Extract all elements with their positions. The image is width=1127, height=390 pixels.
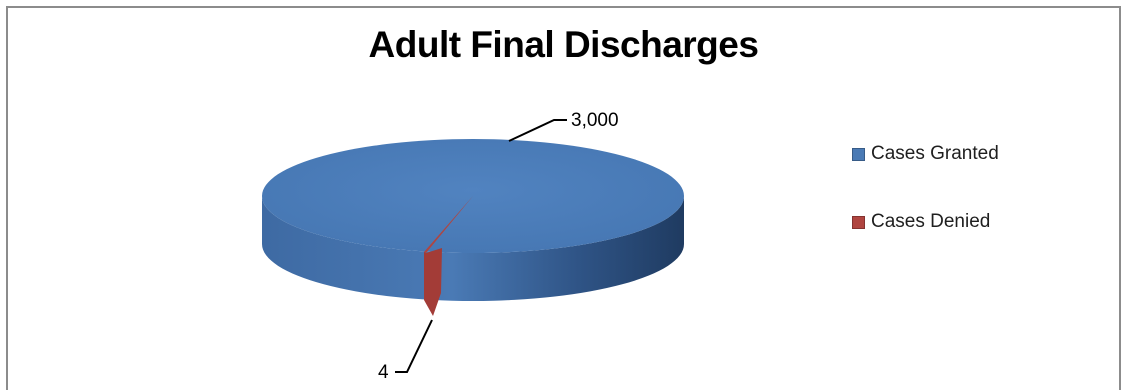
- leader-line-granted: [508, 119, 567, 142]
- data-label-denied: 4: [378, 362, 389, 383]
- leader-line-denied: [395, 319, 433, 373]
- legend: Cases Granted Cases Denied: [852, 140, 999, 276]
- data-label-granted: 3,000: [571, 110, 619, 131]
- legend-item-denied: Cases Denied: [852, 208, 999, 236]
- legend-label-denied: Cases Denied: [871, 211, 991, 232]
- legend-item-granted: Cases Granted: [852, 140, 999, 168]
- legend-label-granted: Cases Granted: [871, 143, 999, 164]
- legend-swatch-denied: [852, 215, 865, 229]
- pie-side-denied: [424, 248, 442, 316]
- pie-side-granted: [262, 196, 684, 301]
- legend-swatch-granted: [852, 147, 865, 161]
- chart-title: Adult Final Discharges: [368, 24, 759, 65]
- pie-slice-denied: [424, 196, 473, 253]
